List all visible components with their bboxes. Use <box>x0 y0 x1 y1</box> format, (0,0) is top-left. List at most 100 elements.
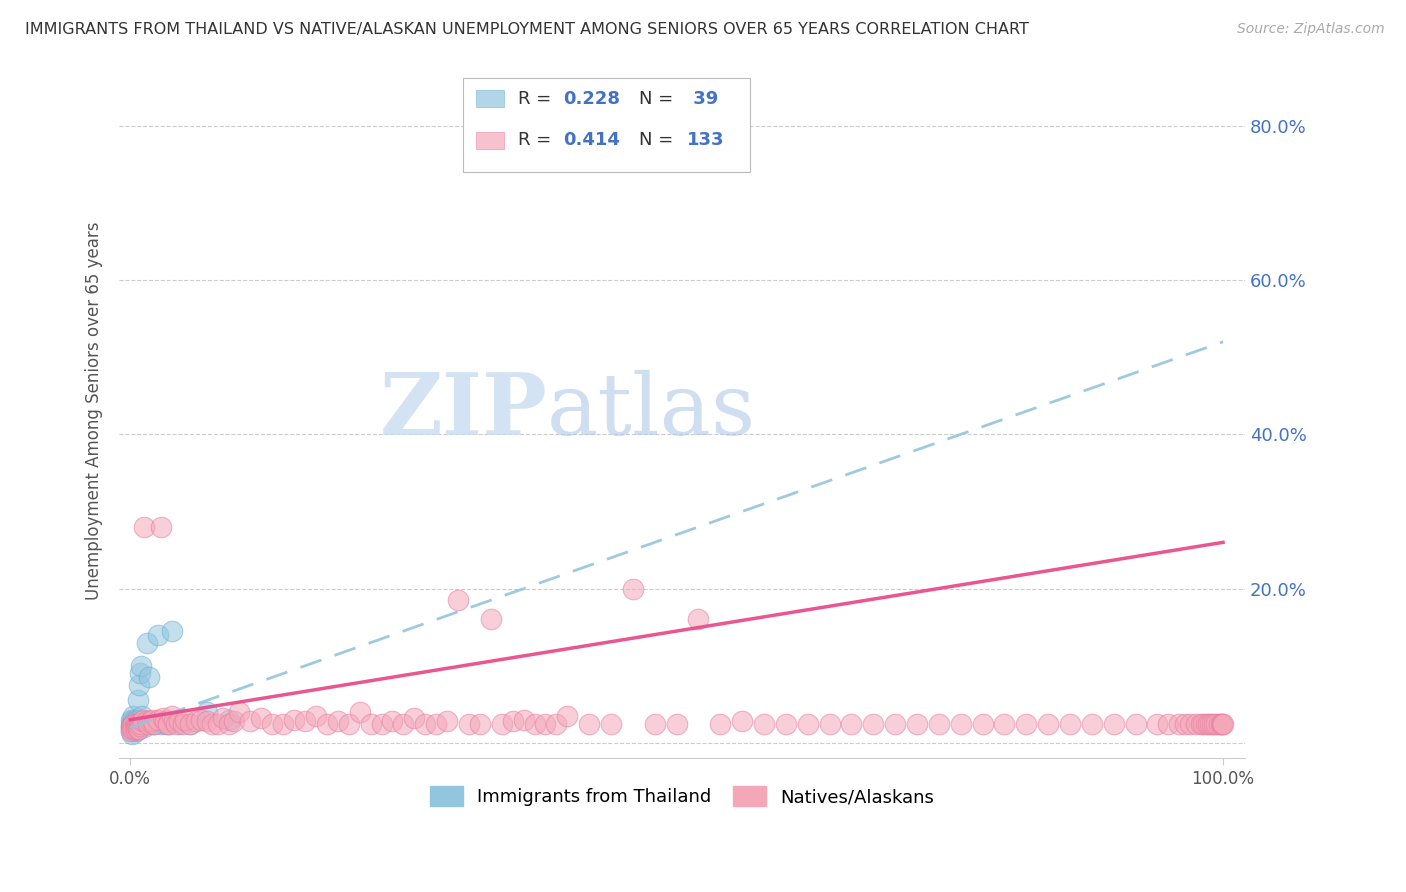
Point <box>127 722 149 736</box>
Point <box>1205 716 1227 731</box>
Text: N =: N = <box>640 90 679 108</box>
Point <box>818 716 841 731</box>
Point <box>218 716 240 731</box>
Point <box>169 714 191 729</box>
Point <box>360 716 382 731</box>
Point <box>122 716 145 731</box>
Point <box>131 709 153 723</box>
Point <box>122 709 145 723</box>
Point <box>222 714 245 729</box>
Point <box>169 716 191 731</box>
Point <box>797 716 820 731</box>
Point <box>124 713 146 727</box>
Point <box>136 716 159 731</box>
Point <box>993 716 1015 731</box>
Point <box>1146 716 1168 731</box>
Text: R =: R = <box>517 131 557 150</box>
Point <box>884 716 907 731</box>
Text: N =: N = <box>640 131 679 150</box>
Point <box>190 713 212 727</box>
Point <box>228 705 250 719</box>
Point <box>165 716 187 731</box>
Point <box>121 722 143 736</box>
Point <box>152 711 174 725</box>
Point <box>134 721 156 735</box>
Point <box>120 716 142 731</box>
Point <box>1211 716 1233 731</box>
Point <box>271 716 294 731</box>
Text: 0.414: 0.414 <box>562 131 620 150</box>
Point <box>163 714 186 729</box>
Point <box>775 716 797 731</box>
Point <box>491 716 513 731</box>
Point <box>184 714 207 729</box>
Text: ZIP: ZIP <box>380 369 547 453</box>
Point <box>129 716 152 731</box>
Point <box>305 709 328 723</box>
Point <box>212 711 235 725</box>
Point <box>841 716 863 731</box>
Point <box>436 714 458 729</box>
Point <box>413 716 436 731</box>
Point <box>1192 716 1215 731</box>
Point <box>128 722 150 736</box>
Point <box>578 716 600 731</box>
Point <box>1194 716 1216 731</box>
Point <box>381 714 404 729</box>
Point <box>124 714 146 729</box>
Point <box>1201 716 1223 731</box>
Point <box>207 716 229 731</box>
Point <box>172 716 194 731</box>
Point <box>1168 716 1191 731</box>
Point <box>120 721 142 735</box>
Point <box>143 716 166 731</box>
Point <box>404 711 426 725</box>
Point <box>195 705 218 719</box>
Point <box>125 716 148 731</box>
Point <box>392 716 415 731</box>
Point <box>949 716 972 731</box>
FancyBboxPatch shape <box>477 90 505 107</box>
Point <box>512 713 534 727</box>
Point <box>349 705 371 719</box>
Text: 0.228: 0.228 <box>562 90 620 108</box>
Point <box>425 716 447 731</box>
Legend: Immigrants from Thailand, Natives/Alaskans: Immigrants from Thailand, Natives/Alaska… <box>422 777 943 815</box>
Point <box>1212 716 1234 731</box>
Point <box>458 716 481 731</box>
Point <box>1059 716 1081 731</box>
Point <box>135 635 157 649</box>
Point <box>1208 716 1230 731</box>
Point <box>125 722 148 736</box>
Point <box>141 716 163 731</box>
Point <box>128 678 150 692</box>
Point <box>122 716 145 731</box>
Point <box>135 714 157 729</box>
Point <box>124 722 146 736</box>
Point <box>127 693 149 707</box>
Point <box>534 716 557 731</box>
Text: atlas: atlas <box>547 369 756 453</box>
Point <box>731 714 754 729</box>
Text: Source: ZipAtlas.com: Source: ZipAtlas.com <box>1237 22 1385 37</box>
Point <box>262 716 284 731</box>
Point <box>1184 716 1206 731</box>
Point <box>120 721 142 735</box>
Point <box>337 716 360 731</box>
Point <box>125 721 148 735</box>
Point <box>250 711 273 725</box>
Point <box>688 612 710 626</box>
Point <box>502 714 524 729</box>
Point <box>121 719 143 733</box>
Point <box>179 716 201 731</box>
Point <box>665 716 688 731</box>
Point <box>195 714 218 729</box>
Point <box>132 713 155 727</box>
Point <box>1038 716 1060 731</box>
Point <box>121 726 143 740</box>
Point <box>134 520 156 534</box>
Point <box>122 722 145 736</box>
Point <box>928 716 950 731</box>
Point <box>546 716 568 731</box>
Point <box>120 724 142 739</box>
